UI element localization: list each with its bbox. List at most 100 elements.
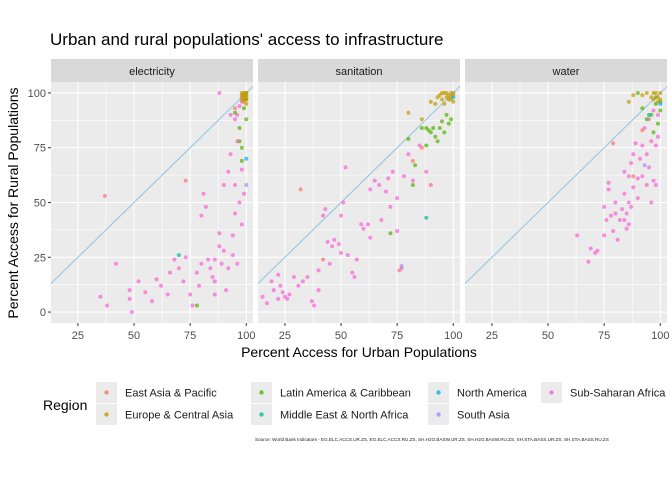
- data-point: [172, 257, 177, 262]
- data-point: [114, 261, 119, 266]
- data-point: [321, 213, 326, 218]
- data-point: [651, 178, 656, 183]
- data-point: [651, 130, 656, 135]
- data-point: [201, 191, 206, 196]
- data-point: [444, 112, 449, 117]
- data-point: [105, 303, 110, 308]
- data-point: [190, 303, 195, 308]
- legend-key-point: [436, 412, 441, 417]
- facet-strip-water: [465, 59, 667, 82]
- data-point: [244, 97, 249, 102]
- data-point: [323, 207, 328, 212]
- data-point: [359, 222, 364, 227]
- data-point: [451, 99, 456, 104]
- data-point: [159, 283, 163, 288]
- data-point: [653, 143, 658, 148]
- x-axis-label: Percent Access for Urban Populations: [241, 344, 477, 360]
- y-tick-label: 50: [34, 198, 46, 210]
- data-point: [316, 288, 321, 293]
- data-point: [339, 213, 343, 218]
- data-point: [212, 279, 217, 284]
- data-point: [406, 152, 411, 157]
- data-point: [368, 235, 373, 240]
- data-point: [442, 130, 447, 135]
- data-point: [401, 174, 406, 179]
- data-point: [635, 196, 640, 201]
- data-point: [640, 106, 645, 111]
- data-point: [377, 183, 382, 187]
- data-point: [219, 261, 224, 266]
- data-point: [239, 167, 244, 172]
- data-point: [242, 93, 246, 98]
- data-point: [237, 104, 242, 109]
- data-point: [653, 183, 658, 187]
- data-point: [635, 176, 640, 181]
- data-point: [194, 303, 199, 308]
- legend-key-point: [549, 390, 554, 395]
- x-tick-label: 75: [391, 330, 403, 342]
- data-point: [212, 292, 217, 297]
- data-point: [339, 250, 343, 255]
- data-point: [444, 91, 449, 95]
- x-tick-label: 75: [598, 330, 610, 342]
- data-point: [658, 91, 663, 95]
- data-point: [604, 218, 609, 222]
- data-point: [435, 139, 440, 144]
- data-point: [620, 207, 625, 212]
- data-point: [312, 303, 317, 308]
- data-point: [644, 183, 649, 187]
- data-point: [428, 130, 433, 135]
- data-point: [644, 91, 649, 95]
- data-point: [440, 91, 444, 95]
- data-point: [386, 176, 391, 181]
- chart-title: Urban and rural populations' access to i…: [50, 30, 444, 49]
- data-point: [595, 248, 600, 253]
- data-point: [410, 183, 415, 187]
- data-point: [658, 108, 663, 113]
- data-point: [638, 156, 643, 161]
- legend-entry-label: Latin America & Caribbean: [280, 388, 411, 400]
- data-point: [631, 185, 636, 190]
- data-point: [352, 275, 357, 279]
- data-point: [228, 152, 233, 157]
- y-tick-label: 75: [34, 143, 46, 155]
- data-point: [586, 259, 591, 264]
- data-point: [244, 156, 249, 161]
- facet-strip-label: sanitation: [335, 66, 382, 78]
- data-point: [440, 119, 444, 124]
- y-axis-label: Percent Access for Rural Populations: [5, 87, 21, 318]
- data-point: [419, 145, 424, 150]
- data-point: [626, 99, 631, 104]
- data-point: [298, 187, 303, 192]
- data-point: [615, 237, 620, 242]
- data-point: [165, 292, 170, 297]
- data-point: [622, 218, 627, 222]
- data-point: [332, 237, 337, 242]
- data-point: [217, 244, 222, 249]
- data-point: [239, 222, 244, 227]
- data-point: [260, 294, 265, 299]
- data-point: [626, 200, 631, 205]
- data-point: [316, 268, 321, 273]
- legend-entry-label: East Asia & Pacific: [125, 388, 217, 400]
- data-point: [269, 279, 274, 284]
- data-point: [265, 301, 269, 306]
- data-point: [433, 134, 438, 139]
- data-point: [626, 174, 631, 179]
- data-point: [428, 183, 433, 187]
- data-point: [449, 91, 453, 95]
- data-point: [424, 143, 429, 148]
- data-point: [419, 126, 424, 130]
- legend-entry-label: Sub-Saharan Africa: [570, 388, 666, 400]
- data-point: [244, 117, 249, 122]
- data-point: [397, 268, 402, 273]
- data-point: [406, 110, 411, 115]
- data-point: [611, 229, 616, 233]
- data-point: [424, 169, 429, 174]
- facet-strip-sanitation: [258, 59, 460, 82]
- y-tick-label: 0: [40, 307, 46, 319]
- data-point: [631, 174, 636, 179]
- data-point: [642, 163, 647, 168]
- data-point: [336, 242, 341, 247]
- data-point: [176, 253, 181, 258]
